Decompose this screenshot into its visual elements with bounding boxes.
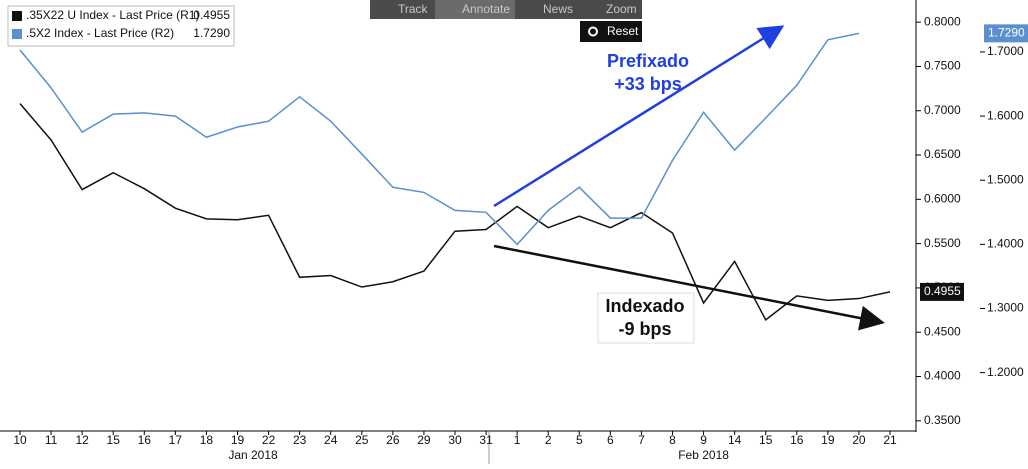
legend <box>7 5 235 47</box>
x-tick-label: 25 <box>355 433 369 447</box>
last-price-tag-label: 1.7290 <box>988 26 1025 40</box>
legend-value: 1.7290 <box>193 26 230 40</box>
x-tick-label: 31 <box>479 433 493 447</box>
annotation: Prefixado <box>607 51 689 71</box>
legend-label: .5X2 Index - Last Price (R2) <box>26 26 174 40</box>
x-tick-label: 2 <box>545 433 552 447</box>
down-arrow <box>493 244 885 331</box>
up-arrow <box>493 25 785 208</box>
annotation-box <box>597 292 695 344</box>
x-tick-label: 9 <box>700 433 707 447</box>
x-tick-label: 19 <box>821 433 835 447</box>
toolbar-button[interactable]: Zoom <box>606 2 637 16</box>
x-tick-label: 23 <box>293 433 307 447</box>
y-tick-label: 0.6500 <box>924 147 961 161</box>
y2-tick-label: 1.5000 <box>987 172 1024 186</box>
legend-swatch <box>12 11 22 21</box>
x-tick-label: 26 <box>386 433 400 447</box>
last-price-tag-label: 0.4955 <box>924 284 961 298</box>
legend-label: .35X22 U Index - Last Price (R1) <box>26 8 199 22</box>
y-tick-label: 0.3500 <box>924 413 961 427</box>
toolbar-button[interactable]: Annotate <box>462 2 510 16</box>
toolbar-button[interactable]: Track <box>398 2 429 16</box>
y2-tick-label: 1.3000 <box>987 301 1024 315</box>
x-tick-label: 7 <box>638 433 645 447</box>
y-tick-label: 0.5500 <box>924 236 961 250</box>
y-tick-label: 0.6000 <box>924 192 961 206</box>
annotation: -9 bps <box>618 319 671 339</box>
x-tick-label: 22 <box>262 433 276 447</box>
x-tick-label: 10 <box>13 433 27 447</box>
y-tick-label: 0.8000 <box>924 14 961 28</box>
legend-swatch <box>12 29 22 39</box>
x-tick-label: 15 <box>107 433 121 447</box>
x-tick-label: 11 <box>45 433 58 447</box>
x-tick-label: 16 <box>138 433 152 447</box>
y-tick-label: 0.4500 <box>924 324 961 338</box>
legend-value: 0.4955 <box>193 8 230 22</box>
x-tick-label: 17 <box>169 433 183 447</box>
x-tick-label: 30 <box>448 433 462 447</box>
y2-tick-label: 1.2000 <box>987 365 1024 379</box>
x-tick-label: 15 <box>759 433 773 447</box>
x-tick-label: 6 <box>607 433 614 447</box>
x-tick-label: 20 <box>852 433 866 447</box>
reset-icon <box>588 26 598 37</box>
series-line <box>19 32 860 246</box>
x-tick-label: 21 <box>883 433 897 447</box>
reset-label[interactable]: Reset <box>607 24 639 38</box>
toolbar-active <box>435 0 515 19</box>
last-price-tag <box>920 282 964 301</box>
x-tick-label: 16 <box>790 433 804 447</box>
series-line <box>19 103 891 321</box>
y2-tick-label: 1.6000 <box>987 108 1024 122</box>
annotation: +33 bps <box>614 74 682 94</box>
annotation: Indexado <box>605 296 684 316</box>
x-tick-label: 14 <box>728 433 742 447</box>
y2-tick-label: 1.4000 <box>987 237 1024 251</box>
x-tick-label: 29 <box>417 433 431 447</box>
reset-button[interactable] <box>580 21 642 42</box>
y-tick-label: 0.7500 <box>924 59 961 73</box>
x-tick-label: 19 <box>231 433 245 447</box>
x-tick-label: 18 <box>200 433 214 447</box>
x-tick-label: 5 <box>576 433 583 447</box>
month-label: Jan 2018 <box>228 448 278 462</box>
month-label: Feb 2018 <box>678 448 729 462</box>
x-tick-label: 1 <box>514 433 521 447</box>
y-tick-label: 0.7000 <box>924 103 961 117</box>
x-tick-label: 12 <box>75 433 89 447</box>
y2-tick-label: 1.7000 <box>987 44 1024 58</box>
x-tick-label: 8 <box>669 433 676 447</box>
last-price-tag <box>984 24 1028 43</box>
toolbar-button[interactable]: News <box>543 2 573 16</box>
x-tick-label: 24 <box>324 433 338 447</box>
y-tick-label: 0.4000 <box>924 369 961 383</box>
